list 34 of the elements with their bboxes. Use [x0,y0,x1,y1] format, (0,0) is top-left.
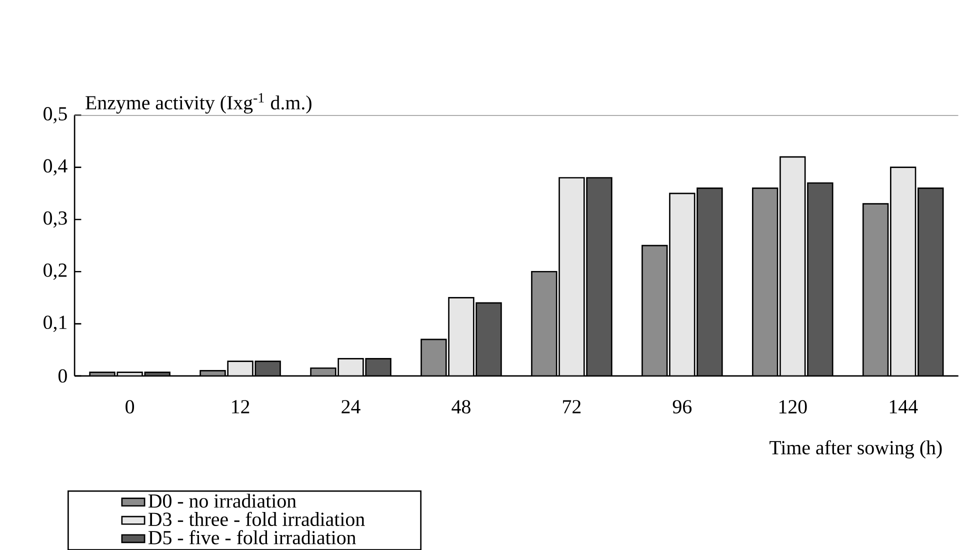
x-axis-title: Time after sowing (h) [770,440,942,458]
y-tick-label: 0,5 [44,106,67,124]
legend-label: D0 - no irradiation [148,493,296,508]
bar [752,188,778,376]
bar [918,187,944,376]
legend-label: D5 - five - fold irradiation [148,530,356,544]
y-tick-label: 0,2 [44,263,67,280]
bar [532,271,557,376]
y-tick-label: 0,1 [44,315,66,332]
x-tick-label: 96 [672,400,692,414]
bar [697,188,722,376]
bar [421,339,446,376]
x-tick-label: 24 [342,400,360,414]
bar [448,297,474,376]
x-tick-label: 48 [452,400,470,414]
x-tick-label: 0 [126,400,134,414]
legend-label: D3 - three - fold irradiation [148,512,365,526]
y-axis-title: Enzyme activity (Ixg$^{-1}$ d.m.) [86,92,312,114]
y-tick-label: 0 [58,368,67,382]
x-tick-label: 72 [563,400,581,414]
bar [476,302,502,376]
bar [642,245,668,376]
bar [586,178,612,376]
x-tick-label: 120 [779,400,807,414]
bar [890,166,916,376]
bar [862,202,889,376]
bar [559,178,584,376]
bar [780,156,806,376]
y-tick-label: 0,3 [44,211,67,228]
x-tick-label: 144 [890,400,918,413]
bar [808,182,833,376]
bar [670,193,695,376]
y-tick-label: 0,4 [44,158,68,176]
x-tick-label: 12 [232,400,250,414]
